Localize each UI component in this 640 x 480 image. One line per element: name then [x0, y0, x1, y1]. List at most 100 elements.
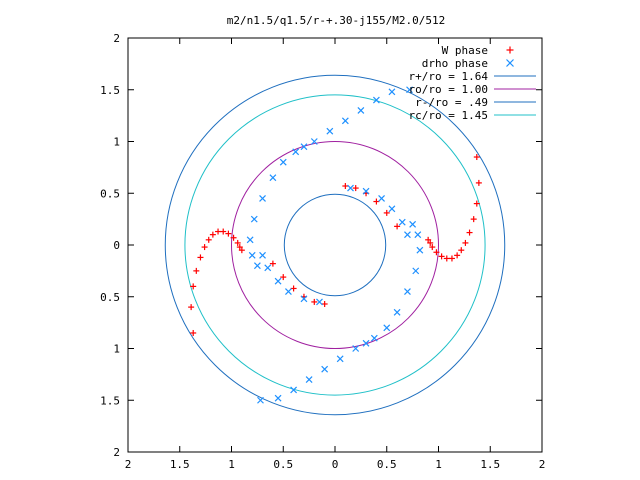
y-tick-label: 1: [113, 136, 120, 149]
drho-phase-point: [409, 220, 417, 228]
drho-phase-point: [269, 174, 277, 182]
w-phase-point: [190, 329, 197, 336]
y-tick-label: 0.5: [100, 187, 120, 200]
points-layer: [188, 86, 482, 404]
w-phase-point: [458, 247, 465, 254]
drho-phase-point: [406, 86, 413, 94]
w-phase-point: [475, 179, 482, 186]
w-phase-point: [373, 198, 380, 205]
drho-phase-point: [246, 236, 254, 244]
drho-phase-point: [414, 231, 422, 239]
drho-phase-point: [253, 262, 261, 270]
drho-phase-point: [250, 215, 258, 223]
w-phase-point: [201, 244, 208, 251]
drho-phase-point: [264, 264, 272, 272]
drho-phase-point: [388, 205, 396, 213]
legend-label: rc/ro = 1.45: [409, 109, 488, 122]
x-tick-label: 2: [125, 458, 132, 471]
drho-phase-point: [372, 96, 380, 104]
y-tick-label: 0.5: [100, 291, 120, 304]
legend-marker: [506, 46, 514, 54]
x-tick-label: 0: [332, 458, 339, 471]
drho-phase-point: [393, 308, 401, 316]
w-phase-point: [220, 228, 227, 235]
drho-phase-point: [248, 251, 256, 259]
drho-phase-point: [404, 231, 411, 239]
y-tick-label: 1: [113, 343, 120, 356]
y-tick-label: 1.5: [100, 84, 120, 97]
drho-phase-point: [412, 267, 420, 275]
w-phase-point: [236, 244, 243, 251]
drho-phase-point: [378, 195, 385, 202]
drho-phase-point: [292, 148, 300, 156]
x-tick-label: 0.5: [377, 458, 397, 471]
y-tick-label: 2: [113, 446, 120, 459]
y-tick-label: 2: [113, 32, 120, 45]
drho-phase-point: [321, 365, 329, 373]
w-phase-point: [427, 239, 434, 246]
w-phase-point: [466, 229, 473, 236]
w-phase-point: [321, 300, 328, 307]
w-phase-point: [448, 255, 455, 262]
circle-series-5: [184, 94, 486, 396]
drho-phase-point: [362, 187, 370, 195]
drho-phase-point: [404, 288, 411, 295]
x-tick-label: 1: [435, 458, 442, 471]
drho-phase-point: [326, 127, 334, 135]
w-phase-point: [342, 183, 349, 190]
w-phase-point: [290, 285, 297, 292]
w-phase-point: [269, 260, 276, 267]
drho-phase-point: [336, 355, 344, 363]
circle-series-3: [231, 141, 439, 349]
drho-phase-point: [279, 158, 287, 166]
chart-title: m2/n1.5/q1.5/r-+.30-j155/M2.0/512: [227, 14, 446, 27]
drho-phase-point: [274, 394, 282, 402]
w-phase-point: [462, 239, 469, 246]
w-phase-point: [190, 283, 197, 290]
drho-phase-point: [300, 295, 308, 303]
legend-label: r-/ro = .49: [415, 96, 488, 109]
w-phase-point: [230, 234, 237, 241]
w-phase-point: [425, 236, 432, 243]
drho-phase-point: [388, 88, 396, 96]
w-phase-point: [394, 223, 401, 230]
drho-phase-point: [310, 138, 318, 145]
legend-label: W phase: [442, 44, 488, 57]
w-phase-point: [473, 200, 480, 207]
w-phase-point: [470, 216, 477, 223]
w-phase-point: [443, 255, 450, 262]
drho-phase-point: [259, 251, 266, 259]
drho-phase-point: [347, 184, 354, 192]
drho-phase-point: [300, 143, 308, 151]
drho-phase-point: [341, 117, 349, 125]
drho-phase-point: [316, 298, 323, 306]
w-phase-point: [429, 244, 436, 251]
w-phase-point: [352, 185, 359, 192]
drho-phase-point: [290, 386, 298, 394]
circle-series-2: [164, 74, 506, 416]
w-phase-point: [205, 236, 212, 243]
w-phase-point: [188, 304, 195, 311]
w-phase-point: [193, 267, 200, 274]
drho-phase-point: [398, 218, 406, 226]
w-phase-point: [454, 252, 461, 259]
drho-phase-point: [305, 376, 313, 383]
w-phase-point: [383, 209, 390, 216]
y-tick-label: 0: [113, 239, 120, 252]
x-tick-label: 2: [539, 458, 546, 471]
legend-label: drho phase: [422, 57, 488, 70]
drho-phase-point: [352, 345, 360, 352]
w-phase-point: [438, 253, 445, 260]
w-phase-point: [209, 231, 216, 238]
drho-phase-point: [362, 339, 370, 347]
w-phase-point: [215, 228, 222, 235]
drho-phase-point: [370, 334, 378, 342]
x-tick-label: 0.5: [273, 458, 293, 471]
circle-series-4: [283, 193, 387, 297]
x-tick-label: 1.5: [480, 458, 500, 471]
drho-phase-point: [416, 246, 424, 254]
w-phase-point: [234, 239, 241, 246]
drho-phase-point: [357, 107, 365, 114]
